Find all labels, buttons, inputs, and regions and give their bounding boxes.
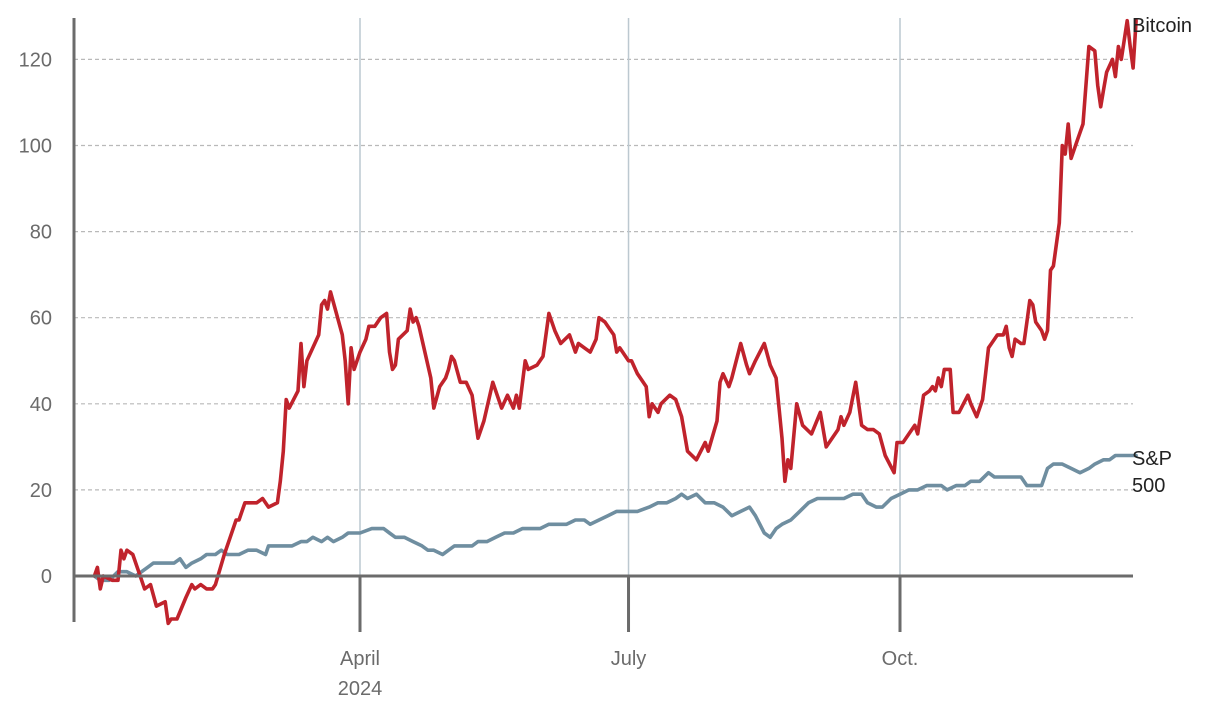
series-label-line: 500	[1132, 475, 1165, 497]
y-tick-label: 100	[19, 136, 52, 158]
bitcoin-series-line	[92, 18, 1138, 626]
x-tick-sublabel: 2024	[338, 678, 383, 700]
series-label-line: Bitcoin	[1132, 15, 1192, 37]
y-tick-label: 40	[30, 394, 52, 416]
series-label-line: S&P	[1132, 448, 1172, 470]
bitcoin-series-label: Bitcoin	[1132, 15, 1192, 37]
sp500-series-line	[92, 453, 1138, 583]
y-tick-label: 20	[30, 480, 52, 502]
grid-layer	[74, 18, 1133, 576]
series-layer	[92, 18, 1138, 626]
y-tick-label: 80	[30, 222, 52, 244]
y-tick-label: 0	[41, 566, 52, 588]
y-tick-label: 60	[30, 308, 52, 330]
x-tick-label: Oct.	[882, 648, 919, 670]
y-tick-label: 120	[19, 49, 52, 71]
label-layer: 0 20 40 60 80 100 120 April 2024 July Oct. Bitcoin S…	[19, 15, 1192, 700]
x-tick-label: July	[611, 648, 647, 670]
x-tick-label: April	[340, 648, 380, 670]
axis-layer	[72, 18, 1133, 632]
sp500-series-label: S&P 500	[1132, 448, 1172, 497]
